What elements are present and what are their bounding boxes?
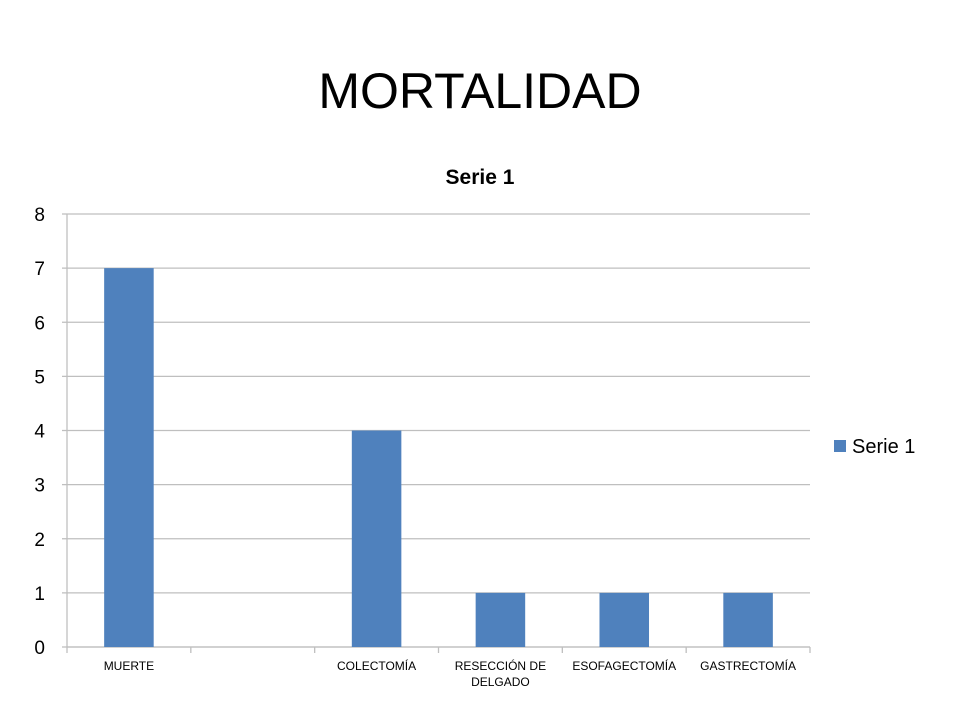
x-tick-label: MUERTE [104,659,154,673]
y-tick-label: 8 [34,205,45,226]
bar [104,268,154,647]
y-tick-label: 5 [34,367,45,388]
bar-series [104,268,773,647]
legend-label: Serie 1 [852,436,915,458]
y-tick-label: 7 [34,259,45,280]
bar [723,592,773,647]
legend-swatch [834,440,846,452]
y-tick-label: 6 [34,313,45,334]
bar [351,430,402,647]
x-tick-label: ESOFAGECTOMÍA [572,658,676,673]
bar [475,592,526,647]
y-tick-label: 1 [34,584,45,605]
bar [599,592,650,647]
legend: Serie 1 [834,436,915,458]
chart-title: Serie 1 [446,166,515,189]
x-tick-label: COLECTOMÍA [337,658,416,673]
y-tick-label: 2 [34,530,45,551]
y-tick-label: 0 [34,638,45,659]
x-tick-label: GASTRECTOMÍA [700,658,796,673]
slide-title: MORTALIDAD [318,63,642,119]
gridlines [67,213,810,648]
y-axis: 0 1 2 3 4 5 6 7 8 [34,205,68,659]
x-axis: MUERTE COLECTOMÍA RESECCIÓN DE DELGADO ESOFA… [66,646,811,689]
y-tick-label: 4 [34,422,45,443]
y-tick-label: 3 [34,476,45,497]
x-tick-label: RESECCIÓN DE DELGADO [455,658,546,689]
